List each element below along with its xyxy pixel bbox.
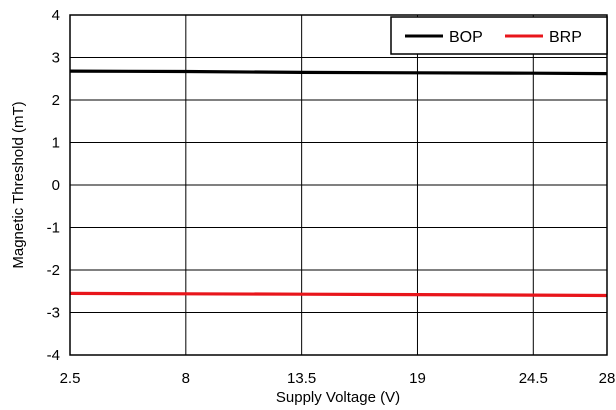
series-line-brp	[69, 291, 608, 298]
y-tick-labels: 4 3 2 1 0 -1 -2 -3 -4	[47, 7, 60, 364]
y-tick-label: -1	[47, 220, 60, 237]
y-tick-label: 0	[52, 177, 60, 194]
x-tick-label: 8	[182, 370, 190, 387]
y-axis-label: Magnetic Threshold (mT)	[10, 101, 27, 268]
x-tick-label: 19	[409, 370, 426, 387]
x-tick-label: 28	[599, 370, 616, 387]
x-axis-label: Supply Voltage (V)	[276, 389, 400, 406]
x-tick-label: 24.5	[519, 370, 548, 387]
y-tick-label: 3	[52, 50, 60, 67]
legend: BOP BRP	[390, 16, 608, 55]
plot-border	[69, 14, 608, 356]
legend-label-brp: BRP	[549, 29, 582, 46]
y-tick-label: -4	[47, 347, 60, 364]
x-tick-label: 13.5	[287, 370, 316, 387]
y-tick-label: 1	[52, 135, 60, 152]
series-layer	[69, 69, 608, 298]
y-tick-label: -2	[47, 262, 60, 279]
y-tick-label: -3	[47, 305, 60, 322]
y-tick-label: 4	[52, 7, 60, 24]
legend-label-bop: BOP	[449, 29, 483, 46]
x-tick-label: 2.5	[60, 370, 81, 387]
y-tick-label: 2	[52, 92, 60, 109]
x-tick-labels: 2.5 8 13.5 19 24.5 28	[60, 370, 616, 387]
series-line-bop	[69, 69, 608, 76]
grid	[69, 14, 608, 356]
